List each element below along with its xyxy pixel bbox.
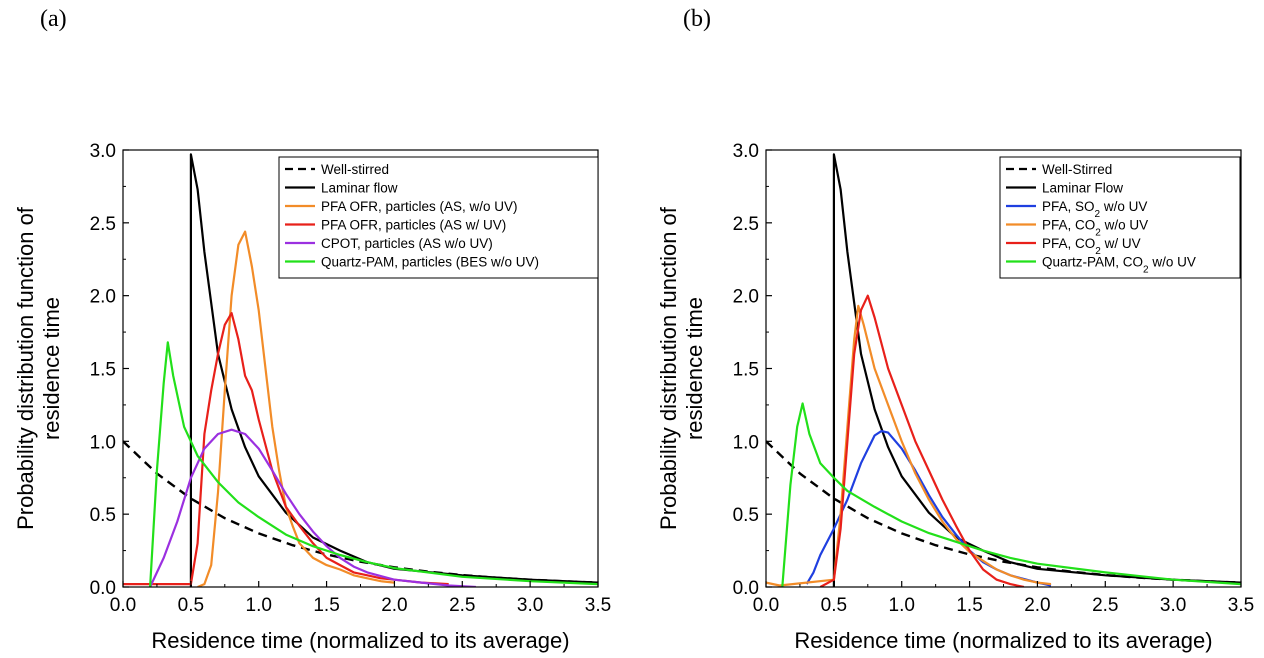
x-tick-label: 0.5 xyxy=(821,595,847,616)
x-tick-label: 0.0 xyxy=(753,595,779,616)
x-tick-label: 3.0 xyxy=(1160,595,1186,616)
legend-label-4: PFA, CO2 w/ UV xyxy=(1042,236,1141,257)
series-line-1 xyxy=(832,153,1241,587)
x-axis-label: Residence time (normalized to its averag… xyxy=(794,628,1212,653)
x-tick-label: 1.5 xyxy=(313,595,339,616)
y-tick-label: 1.0 xyxy=(90,432,116,453)
series-line-5 xyxy=(781,402,1241,587)
y-axis-label-line2: residence time xyxy=(39,297,64,440)
y-tick-label: 2.0 xyxy=(733,287,759,308)
chart-panel-a: 0.0 0.5 1.0 1.5 2.0 2.5 3.0 3.5 0.0 0.5 1.0 1.5 2.0 2… xyxy=(13,141,611,653)
y-tick-label: 0.5 xyxy=(90,505,116,526)
legend-label-2: PFA, SO2 w/o UV xyxy=(1042,199,1147,220)
y-tick-label: 0.0 xyxy=(90,578,116,599)
series-line-3 xyxy=(766,304,1052,587)
legend-label-3: PFA OFR, particles (AS w/ UV) xyxy=(321,218,506,233)
panel-a-letter: (a) xyxy=(40,6,67,32)
x-tick-label: 0.0 xyxy=(110,595,136,616)
legend-box xyxy=(999,156,1241,279)
x-tick-label: 0.5 xyxy=(178,595,204,616)
y-tick-label: 2.5 xyxy=(733,214,759,235)
legend-label-0: Well-Stirred xyxy=(1042,162,1112,177)
legend-label-4: CPOT, particles (AS w/o UV) xyxy=(321,236,493,251)
x-tick-label: 3.5 xyxy=(1228,595,1254,616)
legend-label-1: Laminar Flow xyxy=(1042,181,1123,196)
y-tick-label: 3.0 xyxy=(733,141,759,162)
series-line-0 xyxy=(123,440,598,584)
y-tick-label: 0.0 xyxy=(733,578,759,599)
y-axis-label-line1: Probability distribution function of xyxy=(13,206,38,530)
x-tick-label: 1.5 xyxy=(956,595,982,616)
x-tick-label: 2.5 xyxy=(449,595,475,616)
series-line-5 xyxy=(149,341,598,587)
y-tick-label: 1.5 xyxy=(90,360,116,381)
legend-label-3: PFA, CO2 w/o UV xyxy=(1042,218,1148,239)
series-line-2 xyxy=(197,230,395,587)
legend-label-0: Well-stirred xyxy=(321,162,389,177)
x-tick-label: 2.0 xyxy=(381,595,407,616)
x-tick-label: 2.0 xyxy=(1024,595,1050,616)
legend-label-2: PFA OFR, particles (AS, w/o UV) xyxy=(321,199,518,214)
panel-b-letter: (b) xyxy=(683,6,711,32)
legend-label-5: Quartz-PAM, particles (BES w/o UV) xyxy=(321,255,539,270)
series-line-3 xyxy=(123,312,449,586)
x-tick-label: 2.5 xyxy=(1092,595,1118,616)
y-tick-label: 2.0 xyxy=(90,287,116,308)
legend-box xyxy=(278,156,599,279)
x-axis-label: Residence time (normalized to its averag… xyxy=(151,628,569,653)
series-line-4 xyxy=(149,428,476,587)
y-tick-label: 0.5 xyxy=(733,505,759,526)
y-tick-label: 1.0 xyxy=(733,432,759,453)
x-tick-label: 1.0 xyxy=(246,595,272,616)
y-tick-label: 3.0 xyxy=(90,141,116,162)
y-axis-label-line1: Probability distribution function of xyxy=(656,206,681,530)
y-tick-label: 1.5 xyxy=(733,360,759,381)
y-axis-label-line2: residence time xyxy=(682,297,707,440)
x-tick-label: 1.0 xyxy=(889,595,915,616)
x-tick-label: 3.0 xyxy=(517,595,543,616)
chart-panel-b: 0.0 0.5 1.0 1.5 2.0 2.5 3.0 3.5 0.0 0.5 1.0 1.5 2.0 2… xyxy=(656,141,1254,653)
series-line-0 xyxy=(766,440,1241,584)
legend-label-1: Laminar flow xyxy=(321,181,398,196)
legend-label-5: Quartz-PAM, CO2 w/o UV xyxy=(1042,255,1196,276)
y-tick-label: 2.5 xyxy=(90,214,116,235)
x-tick-label: 3.5 xyxy=(585,595,611,616)
series-line-4 xyxy=(819,294,1025,587)
